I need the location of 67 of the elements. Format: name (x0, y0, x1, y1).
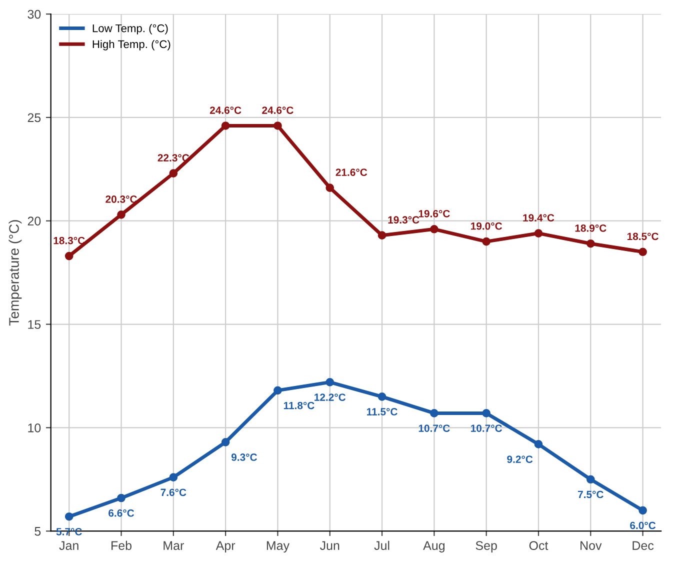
data-label: 10.7°C (471, 424, 502, 432)
point (534, 229, 543, 238)
data-label: 10.7°C (418, 424, 450, 432)
point (274, 122, 282, 130)
point (221, 122, 230, 130)
point (169, 473, 178, 482)
data-label: 19.3°C (388, 216, 420, 224)
point (221, 438, 230, 446)
data-label: 9.3°C (231, 454, 258, 461)
data-label: 7.6°C (160, 488, 186, 496)
point (117, 210, 126, 219)
data-label: 19.4°C (523, 214, 554, 222)
data-label: 21.6°C (336, 168, 368, 176)
data-label: 11.8°C (284, 402, 314, 410)
point (430, 224, 438, 234)
y-tick-label: 15 (28, 320, 41, 329)
data-label: 9.2°C (507, 456, 533, 463)
y-tick-label: 10 (28, 423, 41, 432)
point (117, 494, 126, 502)
data-label: 19.0°C (471, 222, 502, 230)
data-label: 7.5°C (578, 490, 604, 498)
point (169, 169, 178, 178)
point (326, 184, 334, 192)
point (586, 475, 595, 484)
data-label: 18.3°C (54, 236, 85, 244)
x-tick-label: Jan (59, 541, 78, 550)
point (378, 231, 386, 240)
x-tick-label: Mar (164, 541, 184, 550)
x-tick-label: Jun (320, 541, 340, 550)
data-label: 18.9°C (575, 224, 606, 232)
x-tick-label: Sep (476, 541, 497, 552)
data-label: 24.6°C (210, 106, 242, 114)
x-tick-label: Jul (374, 540, 390, 550)
point (638, 248, 647, 256)
x-tick-label: Apr (216, 541, 236, 552)
x-tick-label: Aug (423, 541, 444, 552)
y-axis-title: Temperature (°C) (8, 220, 22, 326)
y-tick-label: 25 (28, 113, 41, 122)
data-label: 6.0°C (630, 522, 656, 530)
x-tick-label: May (266, 541, 290, 552)
data-label: 12.2°C (314, 394, 346, 401)
point (64, 252, 74, 260)
point (274, 386, 282, 395)
data-label: 19.6°C (418, 210, 450, 218)
point (482, 237, 490, 246)
point (482, 409, 490, 418)
point (638, 506, 647, 515)
data-label: 18.5°C (627, 232, 658, 240)
point (534, 440, 543, 448)
data-label: 6.6°C (108, 509, 134, 517)
y-tick-label: 20 (28, 216, 41, 226)
y-tick-label: 30 (28, 10, 41, 19)
point (64, 512, 74, 521)
point (586, 239, 595, 248)
legend-label: High Temp. (°C) (92, 40, 170, 50)
point (378, 392, 386, 401)
y-tick-label: 5 (34, 527, 41, 536)
legend-label: Low Temp. (°C) (92, 24, 168, 34)
data-label: 11.5°C (366, 408, 398, 416)
point (326, 378, 334, 386)
data-label: 20.3°C (106, 196, 137, 203)
x-tick-label: Dec (632, 541, 654, 550)
data-label: 24.6°C (262, 106, 294, 114)
x-tick-label: Nov (580, 541, 602, 550)
x-tick-label: Feb (112, 540, 132, 550)
x-tick-label: Oct (529, 541, 548, 550)
point (430, 409, 438, 418)
